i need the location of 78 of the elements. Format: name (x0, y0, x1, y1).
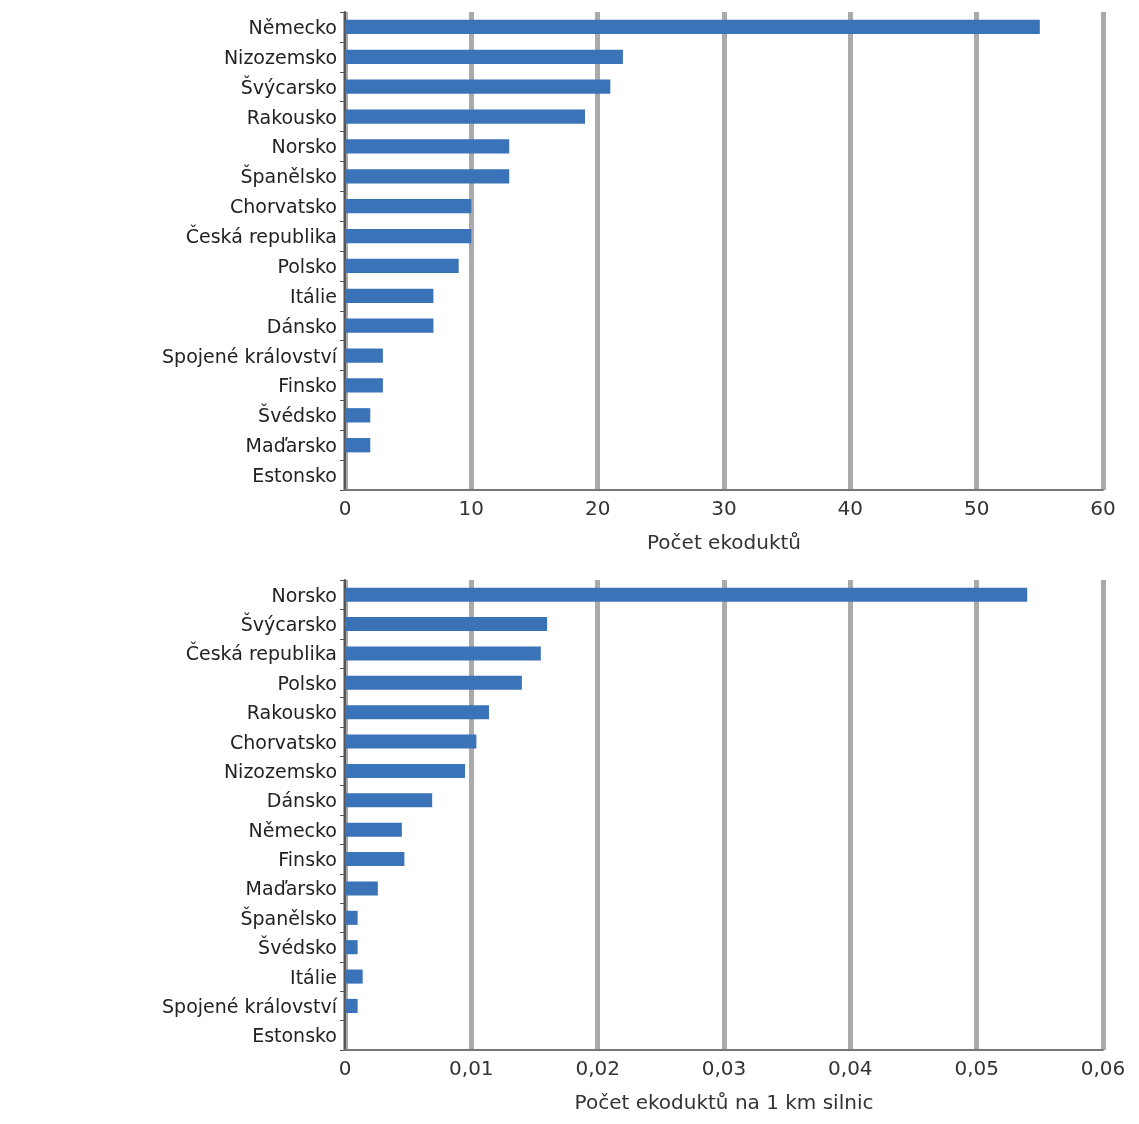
y-tick-label: Polsko (277, 671, 337, 694)
y-tick-label: Dánsko (266, 314, 337, 337)
bar (345, 79, 611, 94)
bar (345, 139, 510, 154)
y-tick-label: Švédsko (258, 403, 337, 427)
y-tick-label: Itálie (290, 965, 337, 988)
bar (345, 675, 522, 690)
y-tick-label: Španělsko (240, 905, 337, 929)
x-tick-label: 40 (837, 496, 864, 520)
bar (345, 763, 466, 778)
x-tick-label: 0,03 (701, 1056, 747, 1080)
y-tick-label: Estonsko (252, 464, 337, 487)
bar (345, 438, 371, 453)
x-tick-label: 0,02 (575, 1056, 620, 1080)
y-tick-label: Spojené království (162, 994, 338, 1017)
x-tick-label: 0,05 (954, 1056, 999, 1080)
bar (345, 793, 433, 808)
x-axis-title: Počet ekoduktů (647, 530, 801, 554)
x-axis-title: Počet ekoduktů na 1 km silnic (574, 1090, 874, 1114)
y-tick-label: Norsko (271, 135, 337, 158)
bar (345, 199, 472, 214)
bar (345, 19, 1040, 35)
y-tick-label: Polsko (277, 254, 337, 277)
y-tick-label: Maďarsko (245, 877, 337, 900)
y-tick-label: Itálie (290, 284, 337, 307)
y-tick-label: Španělsko (240, 164, 337, 188)
y-tick-label: Spojené království (162, 344, 338, 367)
bar (345, 228, 472, 244)
bar (345, 822, 402, 837)
y-tick-label: Česká republika (185, 641, 337, 665)
bar (345, 258, 459, 274)
x-tick-label: 0 (338, 496, 352, 520)
bar (345, 169, 510, 184)
x-tick-label: 20 (584, 496, 611, 520)
y-tick-label: Maďarsko (245, 434, 337, 457)
x-tick-label: 30 (711, 496, 737, 520)
y-tick-label: Dánsko (266, 789, 337, 812)
x-tick-label: 10 (458, 496, 485, 520)
y-tick-label: Česká republika (185, 224, 337, 248)
bar (345, 617, 548, 632)
bar (345, 109, 586, 124)
y-tick-label: Švédsko (258, 935, 337, 959)
bar (345, 646, 541, 661)
y-tick-label: Švýcarsko (240, 612, 337, 636)
y-tick-label: Nizozemsko (223, 45, 337, 68)
y-tick-label: Finsko (278, 848, 337, 871)
bar (345, 940, 358, 955)
bar (345, 318, 434, 333)
y-tick-label: Chorvatsko (230, 195, 337, 218)
bar (345, 734, 477, 749)
bar (345, 969, 363, 984)
x-tick-label: 60 (1090, 496, 1116, 520)
y-tick-label: Německo (248, 15, 337, 38)
x-tick-label: 0,06 (1080, 1056, 1126, 1080)
y-tick-label: Finsko (278, 374, 337, 397)
y-tick-label: Estonsko (252, 1024, 337, 1047)
bar (345, 408, 371, 423)
y-tick-label: Německo (248, 818, 337, 841)
bar (345, 881, 378, 896)
bar (345, 348, 383, 363)
bar (345, 998, 358, 1013)
y-tick-label: Rakousko (246, 105, 337, 128)
x-tick-label: 0,04 (828, 1056, 873, 1080)
bar (345, 378, 383, 393)
bar (345, 288, 434, 303)
y-tick-label: Švýcarsko (240, 74, 337, 98)
bar (345, 910, 358, 925)
bar (345, 852, 405, 867)
bar (345, 49, 623, 64)
bar (345, 705, 490, 720)
bar (345, 587, 1028, 602)
x-tick-label: 50 (963, 496, 990, 520)
x-tick-label: 0 (338, 1056, 352, 1080)
y-tick-label: Chorvatsko (230, 730, 337, 753)
y-tick-label: Rakousko (246, 701, 337, 724)
y-tick-label: Norsko (271, 583, 337, 606)
y-tick-label: Nizozemsko (223, 759, 337, 782)
x-tick-label: 0,01 (449, 1056, 494, 1080)
